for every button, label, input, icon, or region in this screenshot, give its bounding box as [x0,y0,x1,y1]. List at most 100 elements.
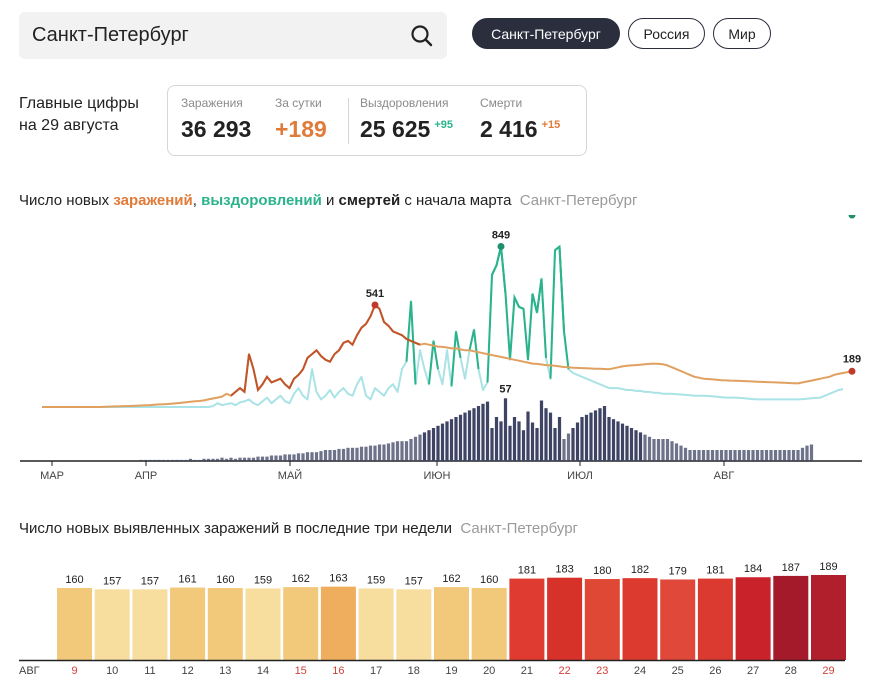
tab-russia[interactable]: Россия [628,18,705,49]
deaths-bar [602,406,607,461]
day-label: 27 [747,665,759,677]
main-figures-line1: Главные цифры [19,95,139,112]
day-bar-value: 184 [744,563,762,575]
deaths-bar [805,445,809,461]
day-label: 20 [483,665,495,677]
day-label: 28 [785,665,797,677]
deaths-bar [458,414,463,461]
stat-infected-value: 36 293 [181,116,252,142]
deaths-bar [382,444,386,461]
deaths-bar [377,444,382,461]
deaths-bar [328,450,332,461]
x-tick-label: ИЮЛ [567,470,593,482]
deaths-bar [409,439,413,461]
deaths-bar [211,458,215,461]
deaths-bar [593,410,598,461]
deaths-bar [215,458,220,461]
deaths-bar [629,428,634,461]
deaths-bar [368,445,373,461]
chart2-title: Число новых выявленных заражений в после… [19,520,578,537]
deaths-bar [350,447,355,461]
deaths-bar [499,421,503,461]
day-bar-value: 162 [292,573,310,585]
deaths-bar [544,408,548,461]
day-bar [584,579,620,660]
deaths-bar [346,447,350,461]
day-bar-value: 160 [65,574,83,586]
day-bar-value: 157 [405,575,423,587]
stat-infected-label: Заражения [181,96,243,110]
day-label: 22 [558,665,570,677]
deaths-bar [508,425,512,461]
day-bar [622,578,658,660]
deaths-bar [418,434,422,461]
day-bar [283,587,319,660]
day-bar-value: 182 [631,564,649,576]
infected-peak-segment [230,303,421,397]
deaths-bar [760,450,764,461]
deaths-bar [625,425,629,461]
chart1-title-comma: , [192,192,202,209]
deaths-bar [521,430,526,461]
month-label: АВГ [19,665,40,677]
deaths-bar [796,450,800,461]
deaths-bar [719,450,724,461]
search-icon[interactable] [409,23,435,49]
deaths-bar [314,452,319,461]
deaths-bar [319,451,323,461]
deaths-bar [404,441,409,461]
day-bar [547,577,583,660]
stat-deaths-value-wrap: 2 416 +15 [480,116,560,143]
day-label: 14 [257,665,269,677]
deaths-bar [643,434,647,461]
deaths-bar [431,428,436,461]
deaths-bar [710,450,715,461]
deaths-bar [746,450,751,461]
deaths-bar [679,445,683,461]
tab-world[interactable]: Мир [713,18,771,49]
deaths-bar [260,456,265,461]
deaths-bar [224,458,229,461]
day-bar-value: 179 [669,565,687,577]
search-box[interactable]: Санкт-Петербург [19,12,447,59]
deaths-bar [683,447,688,461]
deaths-bar [571,428,575,461]
day-bar [396,589,432,660]
day-label: 15 [295,665,307,677]
deaths-bar [724,450,728,461]
day-label: 12 [181,665,193,677]
deaths-bar [751,450,755,461]
deaths-bar [562,439,566,461]
stat-deaths-delta: +15 [541,119,561,131]
deaths-bar [580,417,584,461]
day-bar [811,575,846,660]
deaths-bar [436,425,440,461]
recovered-peak-segment [405,301,417,385]
day-label: 19 [445,665,457,677]
deaths-bar [242,457,247,461]
day-bar [509,578,545,660]
deaths-bar [755,450,760,461]
deaths-bar [463,412,467,461]
deaths-bar [364,446,368,461]
deaths-bar [611,419,616,461]
day-bar [320,586,356,660]
day-label: 25 [672,665,684,677]
infected-peak-point [371,301,379,309]
deaths-bar [688,450,692,461]
day-bar [358,588,394,660]
day-bar-value: 160 [216,574,234,586]
deaths-bar [494,417,499,461]
deaths-bar [454,417,458,461]
deaths-bar [539,400,544,461]
day-bar-value: 180 [593,565,611,577]
deaths-bar [692,450,697,461]
day-bar-value: 181 [518,565,536,577]
search-input[interactable]: Санкт-Петербург [32,24,189,46]
deaths-bar [706,450,710,461]
deaths-peak-label: 57 [499,383,511,395]
deaths-bar [391,442,395,461]
tab-saint-petersburg[interactable]: Санкт-Петербург [472,18,620,49]
day-bar [57,588,92,660]
stat-recovered-value: 25 625 [360,116,431,142]
